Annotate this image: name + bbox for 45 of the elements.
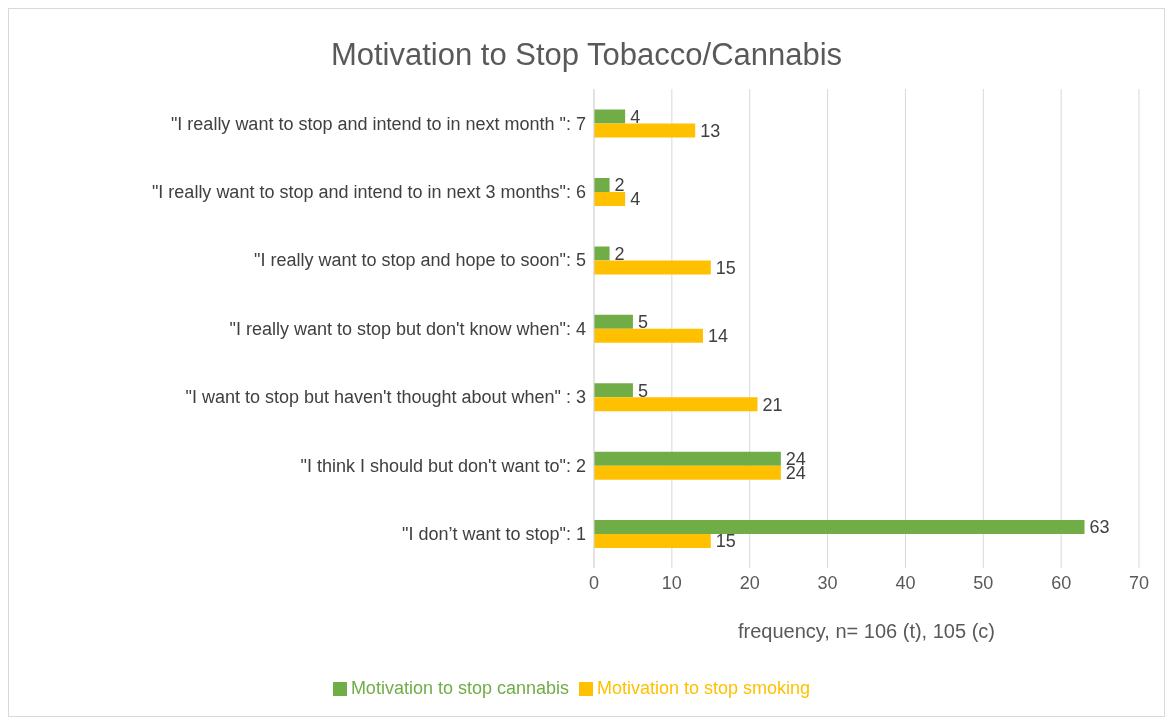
bar [594,383,633,398]
data-label: 15 [715,531,736,552]
bar [594,328,703,343]
y-tick-label: "I don’t want to stop": 1 [402,524,586,545]
bar [594,314,633,329]
bar [594,191,626,206]
bar [594,520,1085,535]
data-label: 5 [637,312,648,333]
data-label: 4 [630,106,641,127]
x-tick-label: 20 [739,572,760,593]
y-tick-label: "I think I should but don't want to": 2 [300,455,586,476]
data-label: 21 [762,394,783,415]
bar [594,123,696,138]
chart-title: Motivation to Stop Tobacco/Cannabis [329,36,844,74]
x-axis-title: frequency, n= 106 (t), 105 (c) [738,620,995,642]
data-label: 4 [630,189,641,210]
bar [594,397,758,412]
legend-label: Motivation to stop cannabis [350,678,570,698]
y-tick-label: "I really want to stop and hope to soon": 5 [254,250,586,271]
y-tick-label: "I really want to stop but don't know when": 4 [229,318,586,339]
x-tick-label: 70 [1128,572,1150,593]
data-label: 5 [637,380,648,401]
x-tick-label: 0 [588,572,600,593]
bar [594,109,626,124]
data-label: 2 [614,175,625,196]
bar [594,534,711,549]
bar [594,260,711,275]
bar [594,451,781,466]
legend-label: Motivation to stop smoking [597,678,811,698]
data-label: 15 [715,257,736,278]
bar [594,465,781,480]
data-label: 14 [708,326,729,347]
y-tick-label: "I really want to stop and intend to in next month ": 7 [170,113,586,134]
x-tick-label: 10 [661,572,682,593]
data-label: 63 [1089,517,1110,538]
bar [594,246,610,261]
y-tick-label: "I want to stop but haven't thought about when" : 3 [185,387,586,408]
y-tick-label: "I really want to stop and intend to in next 3 months": 6 [151,182,586,203]
x-tick-label: 40 [895,572,916,593]
x-tick-label: 30 [817,572,838,593]
data-label: 13 [700,120,721,141]
x-tick-label: 60 [1051,572,1072,593]
bar [594,177,610,192]
data-label: 2 [614,243,625,264]
x-tick-label: 50 [973,572,994,593]
